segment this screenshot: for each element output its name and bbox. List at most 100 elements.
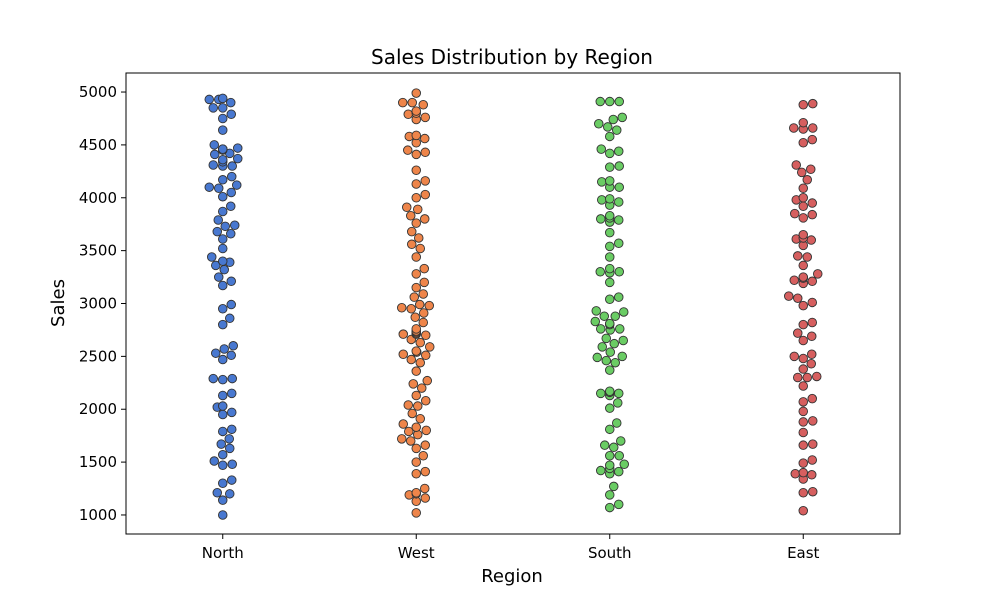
y-tick-label: 2500 bbox=[79, 347, 117, 365]
data-point bbox=[232, 153, 243, 164]
data-point bbox=[217, 374, 228, 385]
data-point bbox=[807, 393, 818, 404]
data-point bbox=[408, 379, 419, 389]
data-point bbox=[807, 470, 817, 480]
plot-frame bbox=[125, 72, 901, 535]
data-point bbox=[807, 317, 818, 328]
data-point bbox=[406, 436, 416, 446]
data-point bbox=[605, 194, 615, 204]
data-point bbox=[614, 146, 624, 156]
data-point bbox=[225, 228, 236, 239]
data-point bbox=[798, 201, 809, 211]
data-point bbox=[415, 414, 426, 424]
data-point bbox=[597, 342, 608, 352]
data-point bbox=[798, 381, 809, 391]
y-axis: 1000 1500 2000 2500 3000 3500 4000 4500 5000 bbox=[79, 83, 126, 524]
data-point bbox=[603, 122, 613, 132]
data-point bbox=[605, 148, 615, 159]
y-tick-label: 1500 bbox=[79, 453, 117, 471]
data-point bbox=[596, 144, 607, 154]
data-point bbox=[596, 388, 606, 399]
data-point bbox=[605, 294, 615, 305]
data-point bbox=[403, 145, 413, 155]
data-point bbox=[789, 275, 800, 285]
data-point bbox=[397, 434, 407, 444]
data-point bbox=[225, 201, 236, 211]
data-point bbox=[806, 235, 817, 245]
data-point bbox=[213, 272, 224, 282]
chart-title: Sales Distribution by Region bbox=[371, 45, 653, 69]
data-point bbox=[609, 442, 619, 453]
data-point bbox=[226, 350, 236, 361]
data-point bbox=[224, 313, 235, 324]
data-point bbox=[217, 154, 228, 165]
data-point bbox=[793, 251, 803, 261]
data-point bbox=[407, 408, 418, 419]
y-tick-label: 5000 bbox=[79, 83, 117, 101]
data-point bbox=[217, 103, 228, 113]
data-point bbox=[403, 109, 414, 119]
data-point bbox=[609, 481, 619, 492]
data-point bbox=[403, 400, 414, 410]
data-point bbox=[597, 177, 607, 187]
data-point bbox=[411, 422, 422, 432]
data-point bbox=[217, 449, 228, 460]
data-point bbox=[798, 300, 809, 311]
data-point bbox=[217, 390, 228, 401]
data-point bbox=[227, 373, 237, 384]
data-point bbox=[411, 324, 422, 334]
data-point bbox=[594, 119, 604, 129]
data-point bbox=[599, 311, 610, 321]
data-point bbox=[605, 227, 615, 238]
data-point bbox=[229, 220, 240, 231]
data-point bbox=[421, 350, 431, 361]
data-point bbox=[420, 147, 431, 158]
data-point bbox=[418, 99, 429, 110]
data-point bbox=[614, 215, 624, 225]
y-tick-label: 4500 bbox=[79, 136, 117, 154]
data-point bbox=[226, 187, 236, 198]
data-point bbox=[798, 353, 809, 364]
data-point bbox=[605, 502, 615, 513]
data-point bbox=[601, 333, 612, 344]
data-point bbox=[226, 424, 237, 435]
data-point bbox=[612, 418, 622, 428]
data-point bbox=[784, 291, 794, 301]
data-point bbox=[411, 130, 422, 141]
data-point bbox=[806, 359, 817, 369]
data-point bbox=[411, 149, 422, 160]
data-point bbox=[226, 109, 236, 119]
data-point bbox=[808, 486, 818, 497]
data-point bbox=[210, 348, 221, 358]
data-point bbox=[415, 299, 425, 310]
data-point bbox=[798, 364, 809, 374]
data-point bbox=[417, 383, 427, 393]
data-point bbox=[407, 239, 417, 250]
data-point bbox=[398, 97, 408, 108]
data-point bbox=[227, 459, 237, 469]
data-point bbox=[217, 426, 228, 437]
data-point bbox=[415, 337, 426, 348]
data-point bbox=[415, 243, 426, 254]
data-point bbox=[422, 375, 433, 386]
data-point bbox=[789, 123, 799, 133]
data-point bbox=[813, 269, 823, 279]
data-point bbox=[613, 398, 623, 408]
data-point bbox=[217, 113, 228, 124]
x-tick-label: South bbox=[588, 544, 632, 562]
data-point bbox=[217, 409, 228, 420]
data-point bbox=[793, 293, 803, 303]
data-point bbox=[411, 106, 422, 116]
data-point bbox=[225, 97, 236, 108]
data-point bbox=[798, 467, 809, 478]
data-point bbox=[605, 176, 615, 186]
data-point bbox=[410, 312, 421, 322]
data-point bbox=[418, 317, 429, 328]
data-point bbox=[590, 316, 601, 327]
data-point bbox=[798, 319, 809, 330]
data-point bbox=[614, 238, 624, 248]
data-point bbox=[614, 499, 624, 510]
data-point bbox=[798, 458, 809, 468]
data-point bbox=[398, 329, 409, 339]
